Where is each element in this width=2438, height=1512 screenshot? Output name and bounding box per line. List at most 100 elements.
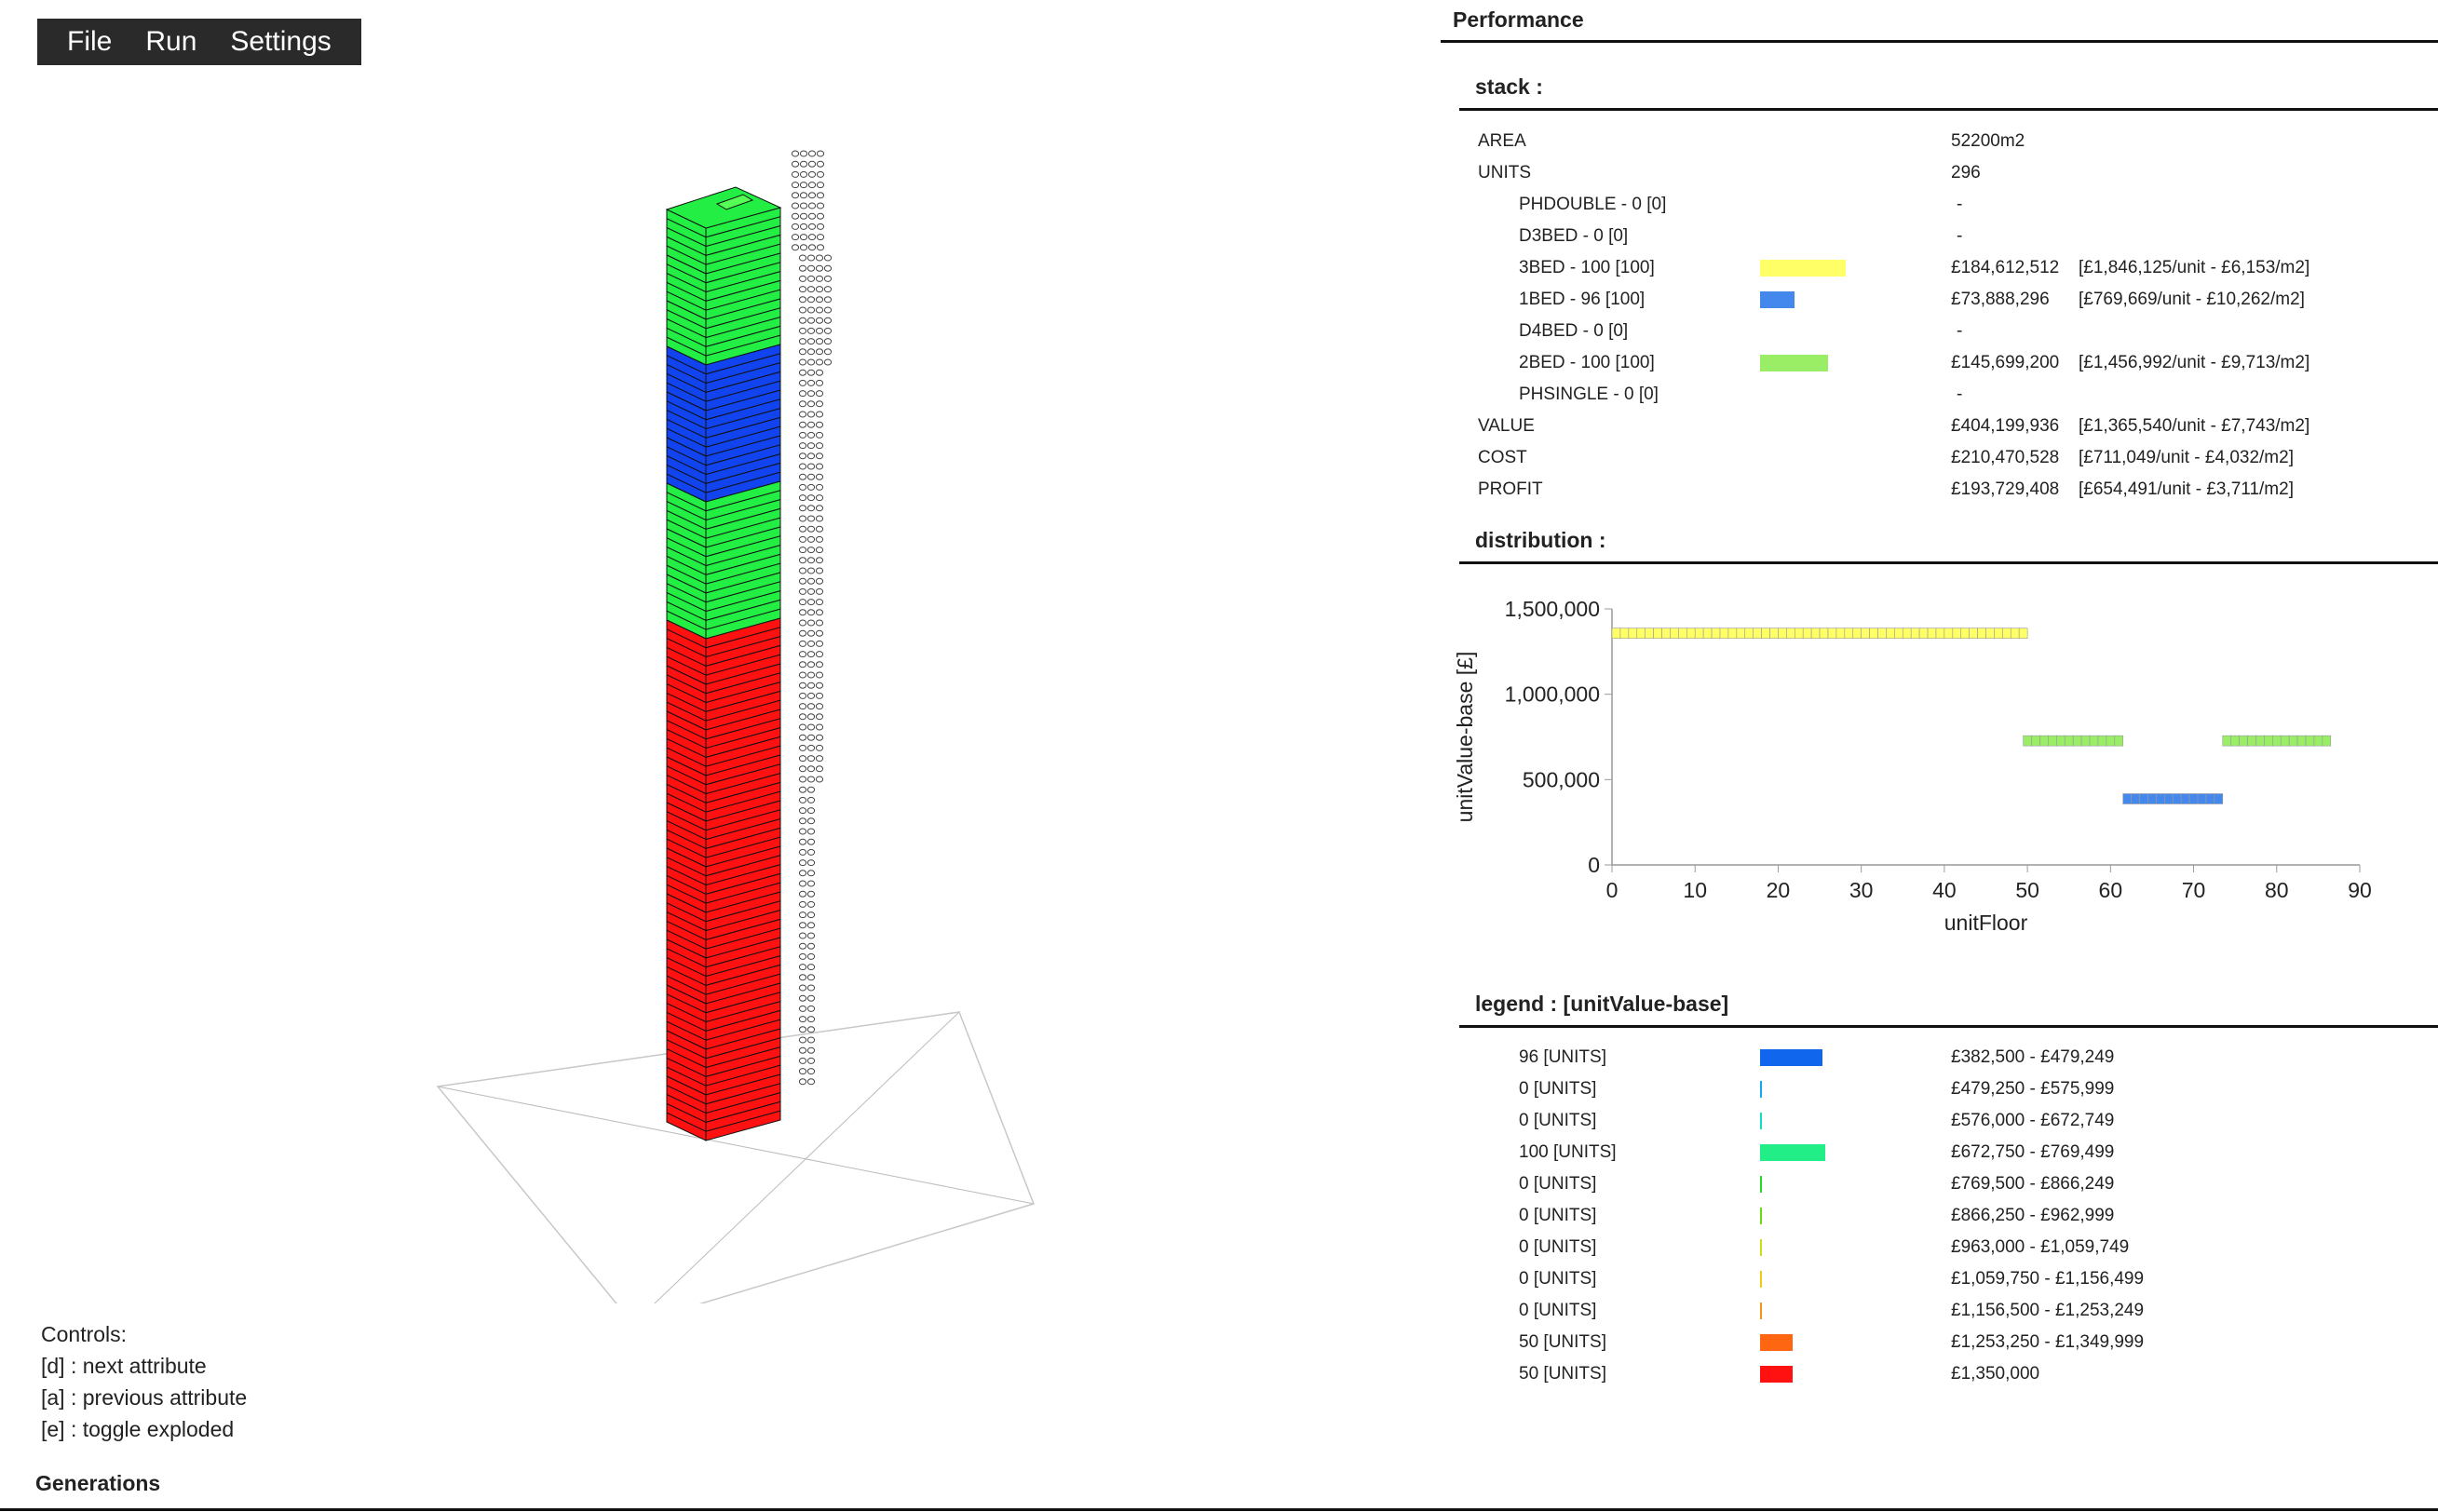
stack-row-detail: [£711,049/unit - £4,032/m2] — [2079, 448, 2294, 467]
tower-model[interactable] — [665, 186, 782, 1141]
floor-label-glyph — [798, 473, 807, 480]
floor-label-glyph — [798, 275, 807, 282]
floor-label-glyph — [806, 535, 816, 543]
floor-label-glyph — [799, 192, 808, 199]
floor-label-glyph — [806, 505, 816, 512]
chart-point-1bed — [2172, 793, 2182, 804]
chart-x-tick-label: 90 — [2348, 878, 2372, 902]
floor-label-glyph — [806, 838, 816, 845]
floor-label-glyph — [816, 160, 825, 168]
floor-label-glyph — [798, 348, 807, 356]
floor-label-glyph — [806, 817, 816, 825]
legend-row-count: 96 [UNITS] — [1519, 1047, 1606, 1067]
floor-label-glyph — [823, 264, 833, 272]
chart-point-3bed — [1886, 628, 1895, 639]
stack-row: D4BED - 0 [0] - — [1441, 316, 2438, 347]
floor-label-glyph — [806, 942, 816, 950]
control-next-attribute: [d] : next attribute — [41, 1354, 207, 1378]
floor-label-glyph — [806, 900, 816, 908]
floor-label-glyph — [798, 703, 807, 710]
floor-label-glyph — [798, 651, 807, 658]
chart-point-3bed — [1678, 628, 1687, 639]
floor-label-glyph — [816, 244, 825, 251]
floor-label-glyph — [798, 796, 807, 803]
floor-label-glyph — [791, 160, 800, 168]
floor-label-glyph — [806, 880, 816, 887]
floor-label-glyph — [798, 828, 807, 835]
menu-file[interactable]: File — [67, 26, 113, 57]
floor-label-glyph — [806, 974, 816, 981]
floor-label-glyph — [816, 192, 825, 199]
floor-label-glyph — [798, 671, 807, 679]
chart-point-3bed — [1727, 628, 1738, 639]
floor-label-glyph — [798, 442, 807, 450]
floor-label-glyph — [823, 317, 833, 324]
floor-label-glyph — [798, 911, 807, 919]
chart-point-3bed — [1778, 628, 1787, 639]
control-toggle-exploded: [e] : toggle exploded — [41, 1417, 235, 1441]
floor-label-glyph — [798, 525, 807, 533]
chart-point-3bed — [1935, 628, 1945, 639]
menu-settings[interactable]: Settings — [230, 26, 332, 57]
floor-label-glyph — [807, 212, 817, 220]
3d-viewport[interactable] — [0, 74, 1425, 1303]
stack-row-value: £73,888,296 — [1951, 290, 2050, 309]
floor-label-glyph — [791, 244, 800, 251]
floor-label-glyph — [798, 505, 807, 512]
generations-panel: Generations — [0, 1464, 2438, 1511]
chart-point-3bed — [1711, 628, 1721, 639]
floor-label-glyph — [806, 1005, 816, 1012]
floor-label-glyph — [798, 692, 807, 699]
floor-label-glyph — [798, 535, 807, 543]
chart-x-tick-label: 70 — [2182, 878, 2206, 902]
floor-label-glyph — [806, 671, 816, 679]
floor-label-glyph — [823, 296, 833, 304]
floor-label-glyph — [815, 306, 824, 314]
floor-label-glyph — [798, 1057, 807, 1064]
floor-label-glyph — [815, 557, 824, 564]
stack-row-label: PHSINGLE - 0 [0] — [1519, 385, 1659, 404]
stack-row-label: D3BED - 0 [0] — [1519, 226, 1629, 246]
stack-row-label: D4BED - 0 [0] — [1519, 321, 1629, 341]
chart-x-tick-label: 50 — [2015, 878, 2039, 902]
menu-run[interactable]: Run — [145, 26, 197, 57]
legend-row-bar — [1760, 1334, 1793, 1351]
floor-label-glyph — [806, 286, 816, 293]
chart-point-1bed — [2122, 793, 2132, 804]
floor-label-glyph — [798, 463, 807, 470]
chart-point-3bed — [1645, 628, 1654, 639]
legend-row-bar — [1760, 1239, 1762, 1256]
floor-label-glyph — [823, 358, 833, 366]
legend-row-count: 100 [UNITS] — [1519, 1142, 1617, 1162]
chart-point-2bed — [2288, 735, 2298, 747]
floor-label-glyph — [806, 452, 816, 460]
floor-label-glyph — [815, 254, 824, 262]
stack-row-value: £184,612,512 — [1951, 258, 2060, 277]
floor-label-glyph — [798, 338, 807, 345]
distribution-title: distribution : — [1475, 528, 1606, 552]
floor-label-glyph — [815, 452, 824, 460]
floor-label-glyph — [807, 150, 817, 157]
floor-label-glyph — [798, 964, 807, 971]
chart-point-2bed — [2023, 735, 2032, 747]
floor-label-glyph — [806, 922, 816, 929]
floor-label-glyph — [815, 286, 824, 293]
chart-point-3bed — [1902, 628, 1912, 639]
floor-label-glyph — [798, 765, 807, 773]
chart-x-tick-label: 30 — [1849, 878, 1874, 902]
floor-label-glyph — [815, 348, 824, 356]
floor-label-glyph — [815, 765, 824, 773]
floor-label-glyph — [798, 942, 807, 950]
floor-label-glyph — [806, 411, 816, 418]
floor-label-glyph — [798, 900, 807, 908]
floor-label-glyph — [807, 182, 817, 189]
floor-label-glyph — [799, 150, 808, 157]
chart-point-2bed — [2296, 735, 2307, 747]
floor-label-glyph — [815, 744, 824, 751]
floor-label-glyph — [806, 379, 816, 386]
chart-point-3bed — [1611, 628, 1621, 639]
floor-label-glyph — [798, 661, 807, 668]
menu-bar: File Run Settings — [37, 19, 361, 65]
stack-row: COST £210,470,528 [£711,049/unit - £4,032/… — [1441, 442, 2438, 474]
chart-point-1bed — [2214, 793, 2224, 804]
